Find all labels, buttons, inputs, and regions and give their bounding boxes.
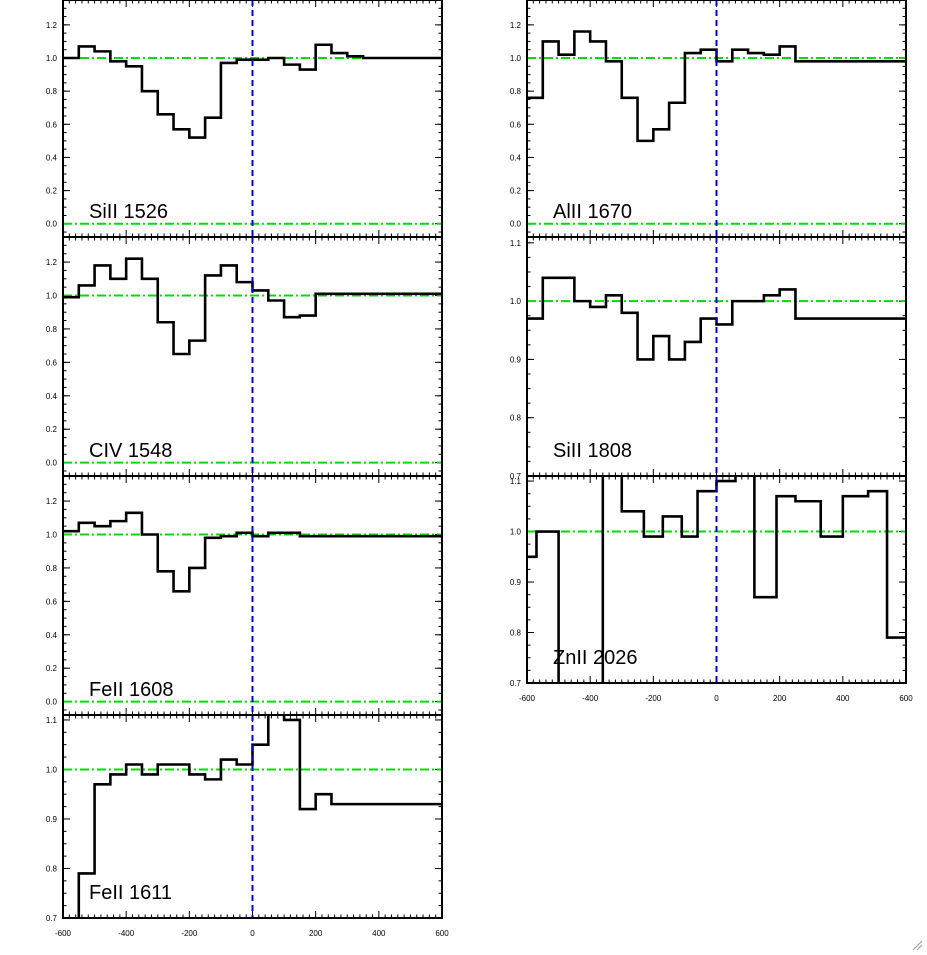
x-tick-label: 0 [250, 929, 255, 938]
x-tick-label: 400 [372, 929, 386, 938]
y-tick-label: 0.0 [46, 698, 58, 707]
panel-znii-2026: 0.7 0.8 0.9 1.0 1.1 ZnII 2026 -600 -400 -200 0 200… [510, 475, 913, 703]
x-tick-label: -200 [645, 694, 662, 703]
x-tick-label: -200 [181, 929, 198, 938]
y-tick-label: 0.4 [46, 153, 58, 162]
y-tick-label: 1.0 [46, 530, 58, 539]
x-tick-label: 400 [836, 694, 850, 703]
y-tick-label: 0.9 [510, 578, 522, 587]
transition-label: FeII 1611 [89, 882, 172, 904]
y-tick-label: 0.6 [46, 597, 58, 606]
transition-label: FeII 1608 [89, 679, 174, 701]
spectrum-line [527, 30, 906, 143]
y-tick-label: 0.6 [46, 120, 58, 129]
x-tick-label: 200 [309, 929, 323, 938]
x-tick-label: -600 [55, 929, 72, 938]
y-tick-label: 1.1 [510, 477, 522, 486]
transition-label: CIV 1548 [89, 440, 172, 462]
panel-feii-1608: 0.0 0.2 0.4 0.6 0.8 1.0 1.2 FeII 1608 [46, 475, 443, 716]
y-tick-label: 0.8 [46, 87, 58, 96]
x-tick-label: -600 [519, 694, 536, 703]
transition-label: SiII 1808 [553, 440, 632, 462]
y-tick-label: 1.1 [510, 239, 522, 248]
y-tick-label: 0.6 [46, 358, 58, 367]
y-tick-label: 1.0 [510, 297, 522, 306]
panel-feii-1611: 0.7 0.8 0.9 1.0 1.1 FeII 1611 -600 -400 -200 0 200… [46, 714, 449, 938]
transition-label: ZnII 2026 [553, 647, 638, 669]
y-tick-label: 1.0 [46, 54, 58, 63]
panel-civ-1548: 0.0 0.2 0.4 0.6 0.8 1.0 1.2 CIV 1548 [46, 236, 443, 477]
y-tick-label: 0.2 [46, 425, 58, 434]
y-tick-label: 0.9 [46, 815, 58, 824]
y-tick-label: 0.9 [510, 355, 522, 364]
y-tick-label: 0.8 [510, 87, 522, 96]
y-tick-label: 1.2 [510, 21, 522, 30]
y-tick-label: 0.7 [510, 472, 522, 481]
y-tick-label: 0.0 [46, 459, 58, 468]
y-tick-label: 1.0 [510, 528, 522, 537]
y-tick-label: 0.2 [46, 187, 58, 196]
x-tick-label: 0 [714, 694, 719, 703]
y-tick-label: 0.8 [510, 414, 522, 423]
x-tick-label: 600 [435, 929, 449, 938]
y-tick-label: 0.0 [510, 220, 522, 229]
y-tick-label: 0.6 [510, 120, 522, 129]
panel-alii-1670: 0.0 0.2 0.4 0.6 0.8 1.0 1.2 AlII 1670 [510, 0, 907, 238]
x-tick-label: 600 [899, 694, 913, 703]
y-tick-label: 0.8 [46, 325, 58, 334]
spectrum-line [77, 715, 442, 918]
y-tick-label: 0.8 [46, 564, 58, 573]
y-tick-label: 0.8 [510, 629, 522, 638]
transition-label: AlII 1670 [553, 201, 632, 223]
y-tick-label: 1.0 [510, 54, 522, 63]
spectrum-line [63, 257, 442, 356]
y-tick-label: 0.8 [46, 864, 58, 873]
y-tick-label: 1.2 [46, 258, 58, 267]
y-tick-label: 1.0 [46, 765, 58, 774]
y-tick-label: 1.2 [46, 21, 58, 30]
x-tick-label: -400 [582, 694, 599, 703]
spectrum-line [63, 511, 442, 593]
y-tick-label: 0.0 [46, 220, 58, 229]
panel-siii-1526: 0.0 0.2 0.4 0.6 0.8 1.0 1.2 SiII 1526 [46, 0, 443, 238]
y-tick-label: 0.4 [46, 392, 58, 401]
y-tick-label: 0.4 [510, 153, 522, 162]
x-tick-label: -400 [118, 929, 135, 938]
panel-siii-1808: 0.7 0.8 0.9 1.0 1.1 SiII 1808 [510, 236, 907, 481]
panel-frame [526, 475, 907, 684]
y-tick-label: 1.1 [46, 716, 58, 725]
spectrum-line [527, 276, 906, 361]
transition-label: SiII 1526 [89, 201, 168, 223]
panel-frame [62, 714, 443, 919]
y-tick-label: 0.2 [510, 187, 522, 196]
x-tick-label: 200 [773, 694, 787, 703]
y-tick-label: 0.4 [46, 631, 58, 640]
y-tick-label: 1.2 [46, 497, 58, 506]
y-tick-label: 1.0 [46, 291, 58, 300]
y-tick-label: 0.2 [46, 664, 58, 673]
resize-grip-icon[interactable] [911, 939, 923, 951]
y-tick-label: 0.7 [46, 914, 58, 923]
spectrum-line [63, 43, 442, 139]
y-tick-label: 0.7 [510, 679, 522, 688]
